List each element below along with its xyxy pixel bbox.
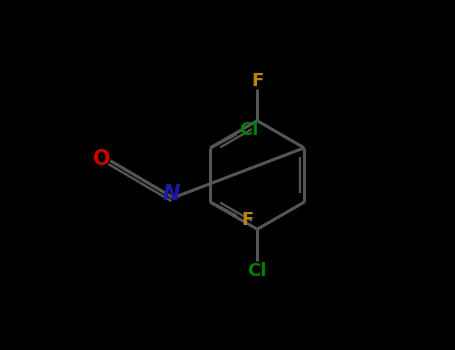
Text: F: F <box>241 211 253 229</box>
Text: Cl: Cl <box>248 262 267 280</box>
Text: O: O <box>93 149 110 169</box>
Text: Cl: Cl <box>239 121 258 139</box>
Text: N: N <box>163 184 180 204</box>
Text: F: F <box>251 71 263 90</box>
